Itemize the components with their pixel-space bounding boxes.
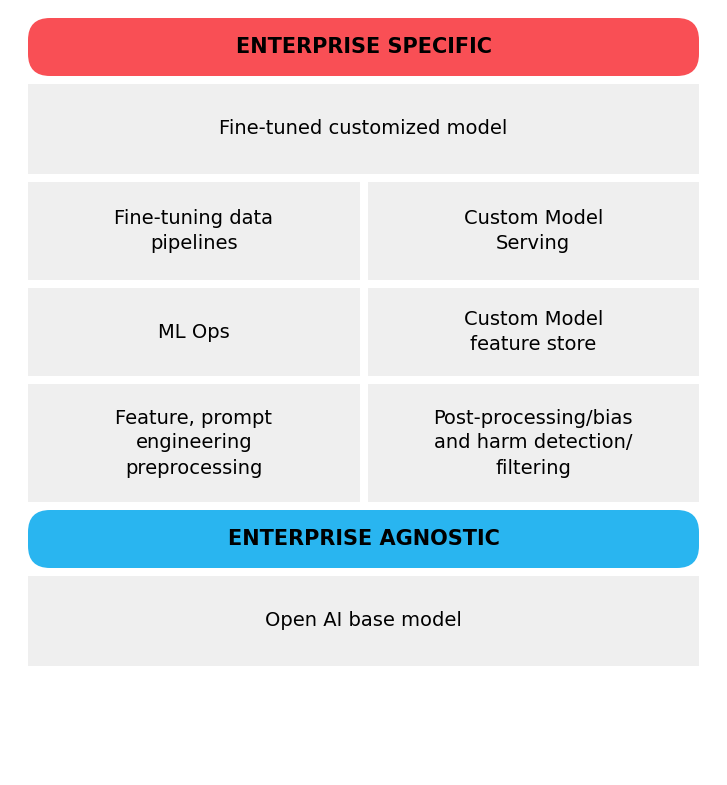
Text: Custom Model
feature store: Custom Model feature store <box>464 310 603 354</box>
Text: ML Ops: ML Ops <box>158 323 230 341</box>
Text: Post-processing/bias
and harm detection/
filtering: Post-processing/bias and harm detection/… <box>433 408 633 477</box>
FancyBboxPatch shape <box>28 510 699 568</box>
Text: Feature, prompt
engineering
preprocessing: Feature, prompt engineering preprocessin… <box>116 408 272 477</box>
FancyBboxPatch shape <box>28 18 699 76</box>
FancyBboxPatch shape <box>28 384 359 502</box>
FancyBboxPatch shape <box>368 288 699 376</box>
FancyBboxPatch shape <box>368 384 699 502</box>
Text: Fine-tuned customized model: Fine-tuned customized model <box>220 119 507 138</box>
FancyBboxPatch shape <box>368 182 699 280</box>
Text: Fine-tuning data
pipelines: Fine-tuning data pipelines <box>114 209 273 253</box>
FancyBboxPatch shape <box>28 288 359 376</box>
Text: ENTERPRISE AGNOSTIC: ENTERPRISE AGNOSTIC <box>228 529 499 549</box>
Text: ENTERPRISE SPECIFIC: ENTERPRISE SPECIFIC <box>236 37 491 57</box>
FancyBboxPatch shape <box>28 84 699 174</box>
FancyBboxPatch shape <box>28 576 699 666</box>
Text: Custom Model
Serving: Custom Model Serving <box>464 209 603 253</box>
FancyBboxPatch shape <box>28 182 359 280</box>
Text: Open AI base model: Open AI base model <box>265 612 462 630</box>
